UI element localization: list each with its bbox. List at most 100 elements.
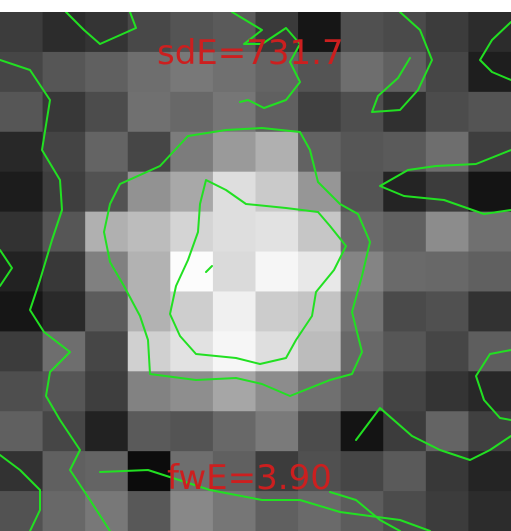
pixel-cell	[212, 12, 257, 53]
pixel-cell	[212, 251, 257, 293]
pixel-cell	[340, 211, 384, 253]
pixel-cell	[298, 251, 342, 293]
pixel-cell	[170, 491, 214, 531]
pixel-cell	[170, 291, 214, 332]
pixel-cell	[42, 171, 86, 213]
pixel-cell	[298, 371, 342, 412]
pixel-cell	[340, 51, 384, 93]
pixel-cell	[0, 411, 44, 452]
pixel-cell	[127, 211, 171, 253]
pixel-cell	[0, 491, 44, 531]
pixel-cell	[42, 12, 86, 53]
pixel-cell	[85, 291, 129, 332]
pixel-cell	[85, 251, 129, 293]
pixel-cell	[425, 12, 470, 53]
pixel-cell	[127, 291, 171, 332]
pixel-cell	[468, 251, 511, 293]
pixel-cell	[468, 491, 511, 531]
pixel-cell	[255, 291, 299, 332]
pixel-cell	[85, 171, 129, 213]
pixel-cell	[0, 51, 44, 93]
pixel-cell	[212, 331, 257, 372]
pixel-cell	[425, 371, 470, 412]
pixel-cell	[212, 211, 257, 253]
pixel-cell	[170, 411, 214, 452]
pixel-cell	[127, 411, 171, 452]
pixel-cell	[255, 411, 299, 452]
pixel-cell	[425, 91, 470, 133]
pixel-cell	[127, 491, 171, 531]
contour-line	[0, 454, 41, 531]
pixel-cell	[127, 12, 171, 53]
pixel-cell	[42, 211, 86, 253]
contour-line	[355, 407, 511, 461]
pixel-cell	[468, 12, 511, 53]
pixel-cell	[170, 12, 214, 53]
pixel-cell	[468, 171, 511, 213]
pixel-cell	[383, 491, 427, 531]
pixel-cell	[383, 171, 427, 213]
contour-line	[65, 11, 137, 45]
pixel-cell	[0, 211, 44, 253]
pixel-cell	[0, 171, 44, 213]
pixel-cell	[383, 371, 427, 412]
contour-peak	[205, 265, 213, 273]
pixel-cell	[298, 131, 342, 173]
pixel-cell	[212, 411, 257, 452]
pixel-cell	[0, 131, 44, 173]
pixel-cell	[255, 131, 299, 173]
pixel-cell	[42, 331, 86, 372]
pixel-cell	[255, 491, 299, 531]
pixel-cell	[425, 331, 470, 372]
pixel-cell	[468, 411, 511, 452]
pixel-cell	[85, 91, 129, 133]
contour-line	[231, 11, 301, 109]
pixel-cell	[0, 331, 44, 372]
pixel-cell	[468, 91, 511, 133]
pixel-grid	[0, 12, 511, 531]
pixel-cell	[383, 211, 427, 253]
pixel-cell	[85, 371, 129, 412]
pixel-cell	[340, 171, 384, 213]
pixel-cell	[0, 12, 44, 53]
pixel-cell	[468, 211, 511, 253]
pixel-cell	[85, 12, 129, 53]
pixel-cell	[170, 131, 214, 173]
pixel-cell	[42, 291, 86, 332]
pixel-cell	[383, 451, 427, 492]
pixel-cell	[255, 211, 299, 253]
pixel-cell	[170, 171, 214, 213]
pixel-cell	[212, 451, 257, 492]
pixel-cell	[42, 411, 86, 452]
pixel-cell	[383, 91, 427, 133]
contour-line	[329, 491, 401, 531]
pixel-cell	[85, 51, 129, 93]
pixel-cell	[85, 411, 129, 452]
pixel-cell	[255, 371, 299, 412]
contour-line	[379, 149, 511, 215]
pixel-cell	[298, 51, 342, 93]
contour-overlay	[0, 11, 511, 531]
contour-line	[99, 469, 431, 531]
pixel-cell	[298, 12, 342, 53]
pixel-cell	[425, 291, 470, 332]
pixel-cell	[212, 51, 257, 93]
pixel-cell	[0, 91, 44, 133]
contour-line	[0, 59, 111, 531]
pixel-cell	[255, 451, 299, 492]
pixel-cell	[340, 291, 384, 332]
pixel-cell	[383, 12, 427, 53]
pixel-cell	[340, 451, 384, 492]
pixel-cell	[127, 51, 171, 93]
pixel-cell	[42, 491, 86, 531]
pixel-cell	[468, 51, 511, 93]
pixel-cell	[170, 331, 214, 372]
sd-label: sdE=731.7	[157, 33, 344, 73]
pixel-cell	[212, 131, 257, 173]
pixel-cell	[85, 331, 129, 372]
contour-line	[475, 349, 511, 421]
pixel-cell	[425, 411, 470, 452]
pixel-cell	[383, 131, 427, 173]
pixel-cell	[0, 291, 44, 332]
